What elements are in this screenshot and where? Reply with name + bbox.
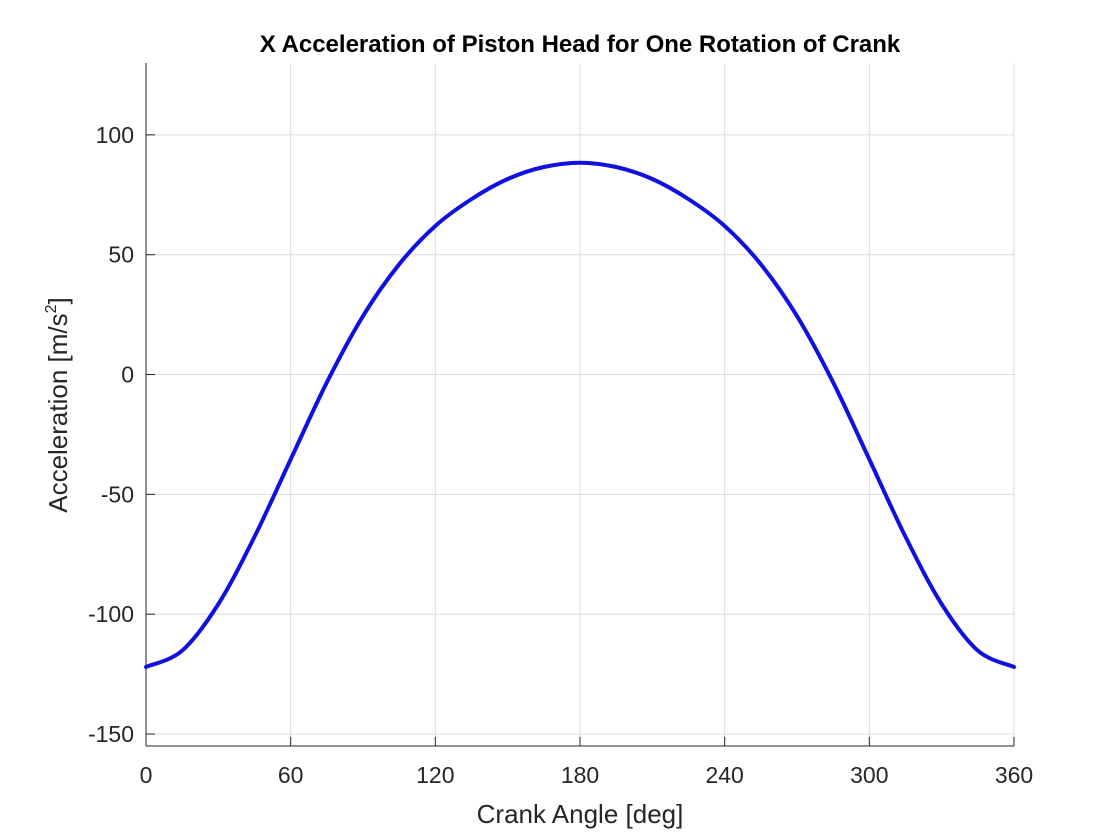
y-tick-label: 0 bbox=[121, 362, 134, 388]
x-axis-label: Crank Angle [deg] bbox=[477, 799, 684, 829]
y-axis-label-end: ] bbox=[43, 297, 73, 304]
tick-labels: 0 60 120 180 240 300 360 -150 -100 -50 0 50 100 bbox=[88, 122, 1033, 788]
y-tick-label: 100 bbox=[96, 122, 134, 148]
chart-title: X Acceleration of Piston Head for One Ro… bbox=[260, 31, 901, 58]
x-tick-label: 60 bbox=[278, 762, 304, 788]
x-tick-label: 0 bbox=[140, 762, 153, 788]
grid bbox=[145, 63, 1015, 746]
y-tick-label: 50 bbox=[108, 242, 134, 268]
y-axis-label: Acceleration [m/s2] bbox=[43, 297, 73, 513]
x-tick-label: 240 bbox=[705, 762, 743, 788]
y-axis-label-superscript: 2 bbox=[43, 304, 60, 313]
y-tick-label: -150 bbox=[88, 721, 134, 747]
y-tick-label: -50 bbox=[101, 481, 134, 507]
y-tick-label: -100 bbox=[88, 601, 134, 627]
series-group bbox=[144, 160, 1016, 669]
y-axis-label-main: Acceleration [m/s bbox=[43, 313, 73, 512]
x-tick-label: 300 bbox=[850, 762, 888, 788]
series-line bbox=[144, 160, 1016, 669]
x-tick-label: 360 bbox=[995, 762, 1033, 788]
x-tick-label: 180 bbox=[561, 762, 599, 788]
axes bbox=[145, 63, 1015, 747]
x-tick-label: 120 bbox=[416, 762, 454, 788]
